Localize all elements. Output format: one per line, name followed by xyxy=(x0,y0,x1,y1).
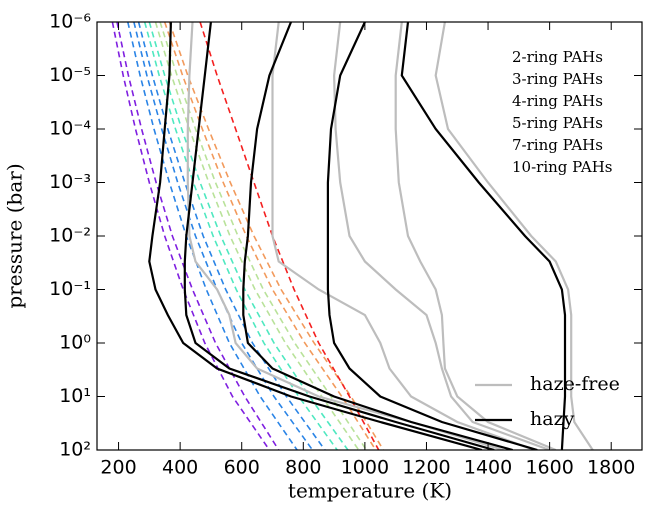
y-tick-label: 10⁰ xyxy=(59,332,91,354)
solid-curve xyxy=(148,22,483,450)
x-tick-label: 1200 xyxy=(402,457,450,479)
solid-curve xyxy=(332,22,550,450)
y-tick-label: 10² xyxy=(59,439,91,461)
y-axis-label: pressure (bar) xyxy=(3,163,27,308)
legend-label: hazy xyxy=(530,408,575,430)
y-tick-label: 10⁻⁴ xyxy=(49,118,91,140)
legend-label: 4-ring PAHs xyxy=(512,92,603,110)
solid-curve xyxy=(242,22,513,450)
x-tick-label: 1800 xyxy=(587,457,635,479)
solid-curve xyxy=(186,22,504,450)
legend-label: 7-ring PAHs xyxy=(512,136,603,154)
plot-area xyxy=(111,22,594,450)
dashed-curve xyxy=(159,22,368,450)
dashed-curve xyxy=(148,22,349,450)
dashed-curve xyxy=(137,22,326,450)
y-tick-label: 10¹ xyxy=(59,385,91,407)
legend-label: haze-free xyxy=(530,373,620,395)
y-tick-label: 10⁻⁵ xyxy=(49,64,91,86)
x-tick-label: 1600 xyxy=(525,457,573,479)
x-tick-label: 600 xyxy=(224,457,260,479)
solid-curve xyxy=(183,22,495,450)
x-tick-label: 400 xyxy=(162,457,198,479)
dashed-curve xyxy=(154,22,360,450)
dashed-curve xyxy=(168,22,385,450)
solid-curve xyxy=(400,22,567,450)
x-tick-label: 200 xyxy=(100,457,136,479)
legend-label: 10-ring PAHs xyxy=(512,158,612,176)
legend-label: 3-ring PAHs xyxy=(512,70,603,88)
x-tick-label: 800 xyxy=(285,457,321,479)
x-axis-label: temperature (K) xyxy=(288,479,452,503)
x-tick-label: 1000 xyxy=(341,457,389,479)
dashed-curve xyxy=(143,22,338,450)
solid-curve xyxy=(394,22,557,450)
solid-curve xyxy=(434,22,594,450)
y-tick-label: 10⁻³ xyxy=(49,171,91,193)
dashed-curve xyxy=(116,22,280,450)
dashed-curve xyxy=(111,22,271,450)
x-tick-label: 1400 xyxy=(464,457,512,479)
legend-label: 5-ring PAHs xyxy=(512,114,603,132)
dashed-curve xyxy=(133,22,314,450)
solid-curve xyxy=(271,22,535,450)
y-tick-label: 10⁻¹ xyxy=(49,278,91,300)
legend-label: 2-ring PAHs xyxy=(512,48,603,66)
solid-curve xyxy=(326,22,538,450)
y-tick-label: 10⁻² xyxy=(49,225,91,247)
y-tick-label: 10⁻⁶ xyxy=(49,11,91,33)
